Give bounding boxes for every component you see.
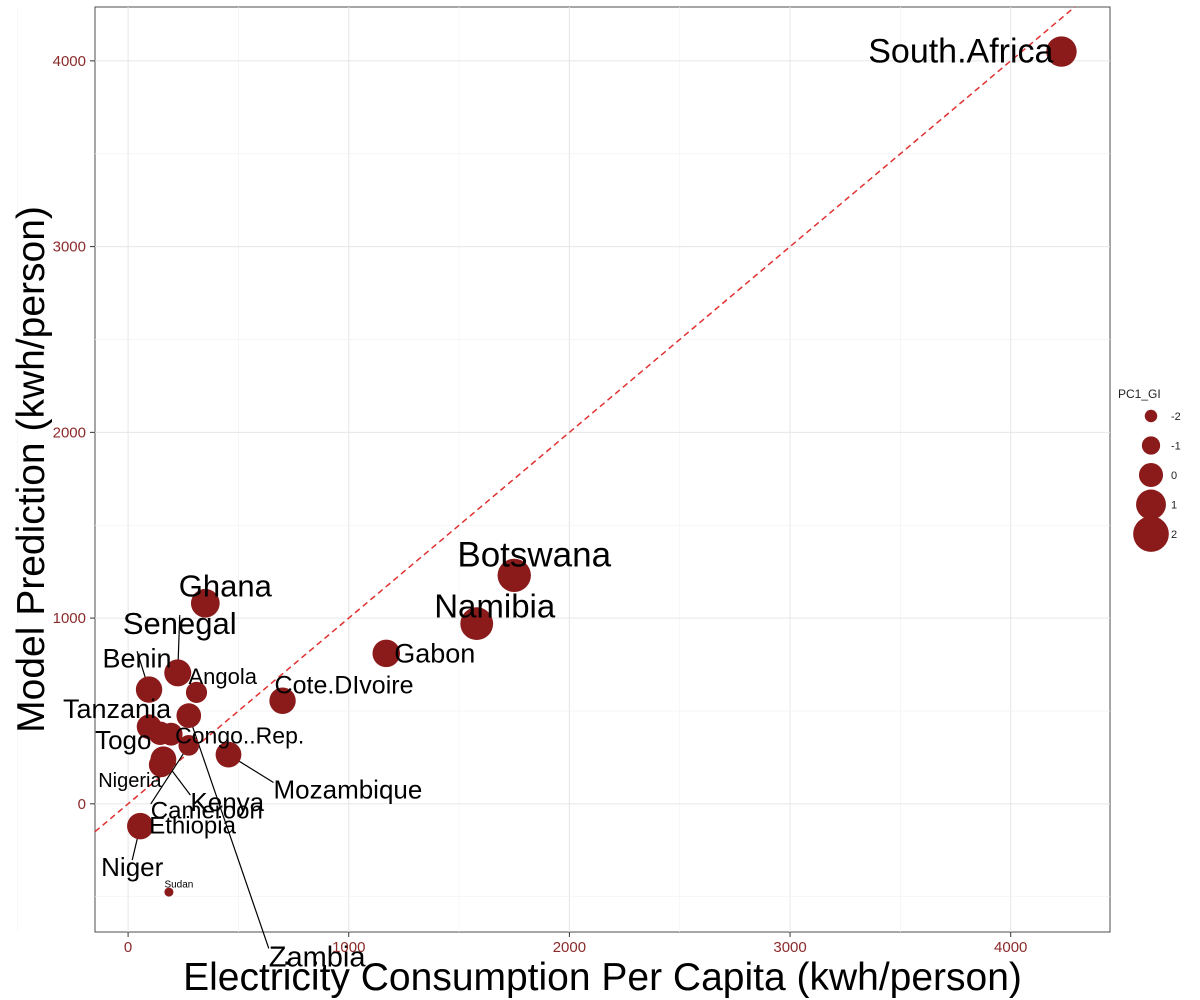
point-benin [135, 676, 163, 703]
point-cote-divoire [269, 687, 296, 714]
label-kenya: Kenya [190, 787, 264, 817]
identity-reference-line [94, 6, 1076, 833]
label-south-africa: South.Africa [868, 33, 1053, 71]
y-tick-label: 0 [78, 796, 86, 813]
grid-lines [17, 7, 1110, 932]
legend-key-label: 1 [1171, 500, 1177, 512]
point-labels: South.Africa Botswana Namibia Gabon GhanaSen… [63, 33, 1054, 974]
x-tick-label: 2000 [553, 939, 586, 956]
label-cameroon: Cameroon [151, 798, 263, 825]
point-nigeria [148, 752, 174, 778]
y-tick-label: 1000 [53, 610, 86, 627]
label-congo-rep: Congo..Rep. [175, 722, 304, 748]
label-cote-divoire: Cote.DIvoire [275, 671, 414, 699]
y-tick-label: 2000 [53, 424, 86, 441]
label-sudan: Sudan [164, 880, 193, 891]
plot-panel [94, 6, 1111, 933]
legend-key-circle [1133, 516, 1169, 552]
y-tick-label: 3000 [53, 239, 86, 256]
label-senegal: Senegal [123, 606, 237, 641]
point-ghana [190, 588, 220, 618]
point-gabon [372, 639, 401, 668]
label-gabon: Gabon [394, 639, 475, 669]
label-angola: Angola [189, 664, 258, 689]
point-senegal [164, 659, 192, 687]
point-botswana [497, 558, 531, 593]
legend-key-circle [1136, 489, 1166, 520]
legend-key-circle [1138, 462, 1164, 488]
point-south-africa [1046, 36, 1077, 67]
label-ghana: Ghana [179, 568, 273, 603]
y-axis-title: Model Prediction (kwh/person) [10, 206, 53, 733]
point-sudan [164, 887, 174, 897]
legend-key-label: -1 [1171, 441, 1181, 453]
legend-title: PC1_GI [1118, 387, 1161, 401]
leader-cameroon [150, 745, 190, 805]
x-tick-label: 0 [124, 939, 132, 956]
point-togo [148, 721, 172, 746]
legend: PC1_GI -2 -1 0 1 2 [1118, 387, 1181, 552]
point-zambia [176, 703, 202, 728]
point-namibia [460, 607, 494, 641]
identity-line-group [94, 6, 1076, 833]
label-tanzania: Tanzania [63, 694, 172, 724]
label-nigeria: Nigeria [98, 770, 162, 792]
legend-key-circle [1141, 436, 1161, 455]
label-benin: Benin [103, 644, 172, 674]
leader-zambia [188, 715, 270, 949]
point-mozambique [215, 741, 242, 768]
x-axis-ticks: 0 1000 2000 3000 4000 [124, 932, 1027, 956]
label-botswana: Botswana [457, 536, 611, 575]
label-togo: Togo [95, 725, 151, 755]
label-niger: Niger [101, 852, 163, 882]
legend-key-label: 2 [1171, 529, 1177, 541]
label-ethiopia: Ethiopia [149, 812, 236, 839]
point-cameroon [178, 735, 200, 756]
legend-key-label: 0 [1171, 470, 1177, 482]
x-axis-title: Electricity Consumption Per Capita (kwh/… [183, 956, 1022, 999]
y-axis-ticks: 0 1000 2000 3000 4000 [53, 53, 95, 813]
data-points [127, 36, 1077, 897]
label-namibia: Namibia [434, 587, 556, 624]
legend-key-circle [1144, 409, 1158, 423]
point-angola [185, 681, 208, 703]
x-tick-label: 1000 [332, 939, 365, 956]
y-tick-label: 4000 [53, 53, 86, 70]
x-tick-label: 4000 [994, 939, 1027, 956]
label-zambia: Zambia [269, 941, 367, 973]
legend-key-label: -2 [1171, 411, 1181, 423]
point-ethiopia [127, 812, 154, 840]
label-mozambique: Mozambique [273, 774, 422, 804]
x-tick-label: 3000 [773, 939, 806, 956]
